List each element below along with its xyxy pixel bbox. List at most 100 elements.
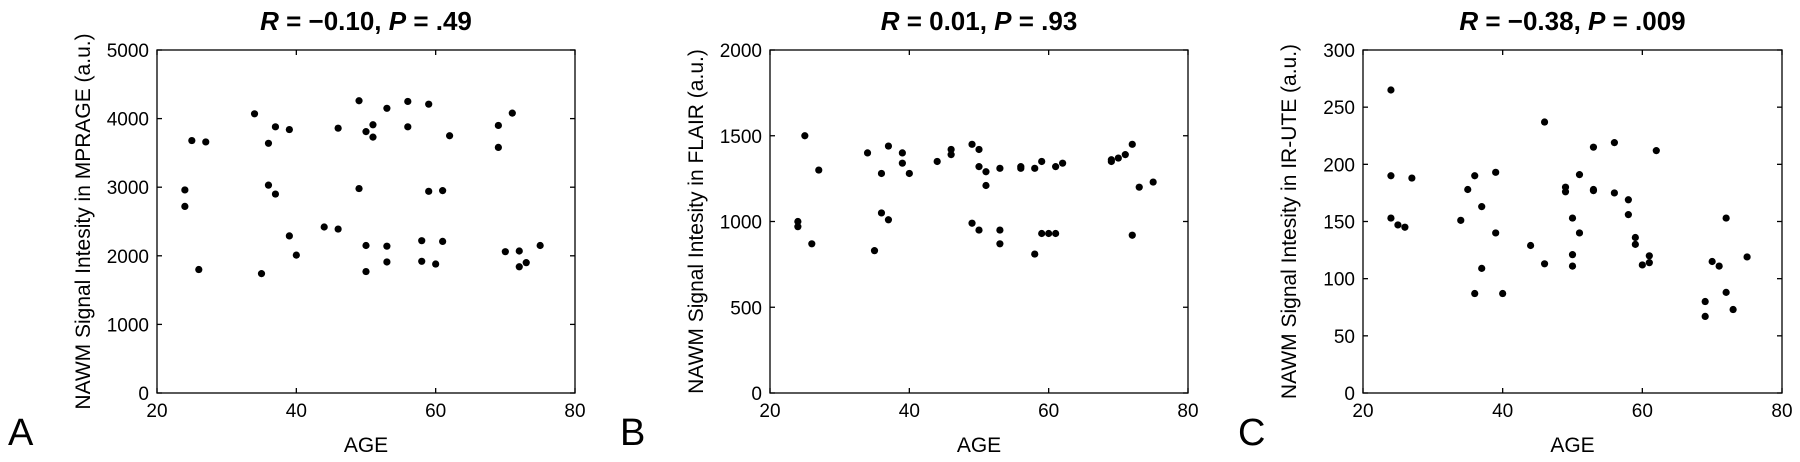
data-point xyxy=(285,125,293,134)
data-point xyxy=(1645,252,1653,260)
y-tick-label: 200 xyxy=(1323,155,1355,176)
data-point xyxy=(884,142,893,150)
data-point xyxy=(1624,196,1632,204)
x-tick-label: 80 xyxy=(564,401,585,422)
panel-a: 20 40 60 80 0 1000 2000 3000 4000 5000 R = −0.10, … xyxy=(8,6,586,457)
data-point xyxy=(334,225,342,233)
data-point xyxy=(947,145,955,154)
data-point xyxy=(1038,157,1046,166)
x-axis-label: AGE xyxy=(344,434,388,457)
data-point xyxy=(522,259,530,267)
data-point xyxy=(1464,185,1472,194)
data-point xyxy=(195,265,203,274)
data-point xyxy=(898,149,906,157)
x-tick-label: 20 xyxy=(146,401,167,422)
data-point xyxy=(418,237,426,245)
data-point xyxy=(870,247,879,255)
data-point xyxy=(264,181,273,189)
title-part: = .009 xyxy=(1605,6,1685,36)
data-point xyxy=(334,124,342,132)
data-point xyxy=(1478,264,1486,272)
x-tick-label: 40 xyxy=(899,401,920,422)
data-point xyxy=(1471,289,1479,298)
panel-b: 20 40 60 80 0 500 1000 1500 2000 R = 0.01, P = .9… xyxy=(620,6,1199,457)
title-part: = −0.38, xyxy=(1478,6,1588,36)
data-point xyxy=(1715,262,1723,270)
x-tick-label: 60 xyxy=(425,401,446,422)
data-point xyxy=(188,136,196,145)
data-point xyxy=(905,169,913,178)
data-point xyxy=(884,216,893,224)
data-point xyxy=(1052,229,1060,238)
title-part: R xyxy=(260,6,279,36)
data-point xyxy=(1017,164,1025,172)
data-point xyxy=(1743,253,1751,261)
data-point xyxy=(501,248,509,256)
data-point xyxy=(494,143,502,152)
data-point xyxy=(257,270,266,278)
y-axis-label: NAWM Signal Intesity in IR-UTE (a.u.) xyxy=(1278,44,1301,399)
data-point xyxy=(1401,223,1409,231)
data-point xyxy=(794,217,802,226)
title-part: R xyxy=(881,6,900,36)
x-tick-label: 40 xyxy=(286,401,307,422)
data-point xyxy=(271,123,280,131)
data-point xyxy=(515,247,523,255)
data-point xyxy=(1540,118,1549,126)
x-tick-label: 80 xyxy=(1177,401,1198,422)
data-point xyxy=(1471,172,1479,180)
data-point xyxy=(383,242,391,250)
y-tick-label: 3000 xyxy=(107,178,149,199)
data-point xyxy=(285,232,293,240)
y-tick-label: 0 xyxy=(138,384,149,405)
y-tick-label: 0 xyxy=(1344,384,1355,405)
data-point xyxy=(418,257,426,265)
panel-letter: A xyxy=(8,412,34,454)
axes-box xyxy=(156,49,576,394)
data-point xyxy=(1540,260,1549,268)
data-point xyxy=(320,223,328,231)
y-tick-label: 150 xyxy=(1323,213,1355,234)
title-part: P xyxy=(1588,6,1606,36)
data-point xyxy=(355,97,363,105)
data-point xyxy=(1031,250,1039,258)
data-point xyxy=(1701,297,1709,306)
data-point xyxy=(202,138,210,146)
data-point xyxy=(1701,312,1709,320)
data-point xyxy=(1135,183,1143,191)
data-point xyxy=(968,219,976,227)
data-point xyxy=(1045,229,1053,238)
data-point xyxy=(1394,221,1402,229)
data-point xyxy=(425,187,433,195)
panel-letter: B xyxy=(620,412,645,454)
title-part: = −0.10, xyxy=(279,6,389,36)
data-point xyxy=(1631,240,1639,248)
data-point xyxy=(404,97,412,106)
data-point xyxy=(1722,288,1730,296)
panel-c: 20 40 60 80 0 50 100 150 200 250 300 R = −0.38, P =… xyxy=(1238,6,1793,457)
data-point xyxy=(1527,241,1535,250)
data-point xyxy=(1499,289,1507,298)
data-point xyxy=(271,190,280,198)
data-point xyxy=(1589,187,1598,195)
data-point xyxy=(355,184,363,193)
data-point xyxy=(1652,147,1660,155)
data-point xyxy=(439,187,447,195)
data-point xyxy=(1568,214,1577,222)
data-point xyxy=(982,168,990,176)
y-tick-label: 4000 xyxy=(107,110,149,131)
data-point xyxy=(1128,140,1136,148)
data-point xyxy=(975,226,983,234)
y-tick-label: 50 xyxy=(1334,327,1355,348)
data-point xyxy=(1492,229,1500,237)
x-axis-label: AGE xyxy=(957,434,1001,457)
data-point xyxy=(1722,214,1730,222)
y-tick-label: 1000 xyxy=(720,213,762,234)
data-point xyxy=(250,110,259,118)
x-tick-label: 20 xyxy=(1352,401,1373,422)
data-point xyxy=(933,157,941,166)
data-point xyxy=(1478,203,1486,211)
data-point xyxy=(975,145,983,154)
data-point xyxy=(1128,231,1136,239)
